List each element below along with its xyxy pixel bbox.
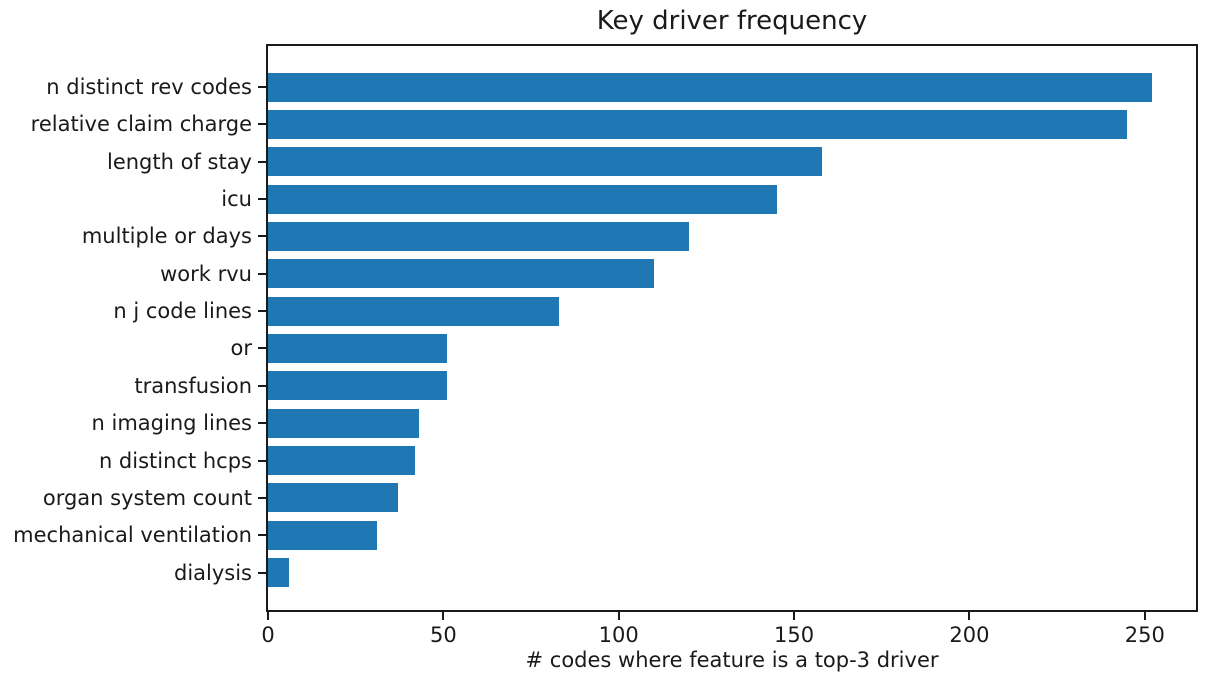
y-tick-label: work rvu [160,261,252,286]
y-tick-label: multiple or days [81,224,252,249]
y-tick-mark [258,384,266,387]
y-tick-label: length of stay [106,149,252,174]
x-tick-label: 200 [949,623,990,647]
x-axis-label: # codes where feature is a top-3 driver [525,648,939,672]
x-tick-mark [1143,612,1146,620]
y-tick-mark [258,235,266,238]
y-tick-label: transfusion [134,373,252,398]
bar [268,446,416,475]
y-tick-label: n imaging lines [91,411,252,436]
y-tick-label: organ system count [42,485,252,510]
y-tick-mark [258,86,266,88]
bar [268,333,447,363]
y-tick-mark [258,160,266,163]
y-tick-mark [258,459,266,462]
bar [268,184,777,214]
x-tick-label: 250 [1124,623,1165,647]
plot-area [266,44,1198,612]
y-tick-label: dialysis [173,560,252,585]
x-tick-label: 0 [261,623,275,647]
x-tick-mark [267,612,269,620]
y-tick-mark [258,534,266,537]
bar [268,520,377,550]
bar [268,259,654,289]
y-tick-label: n distinct rev codes [46,75,252,99]
x-tick-mark [442,612,445,620]
y-tick-label: or [230,336,252,361]
x-tick-mark [968,612,971,620]
y-tick-label: n distinct hcps [98,448,252,473]
bar [268,371,447,401]
y-tick-label: mechanical ventilation [13,523,252,548]
y-tick-label: n j code lines [113,299,252,324]
bar [268,221,689,251]
y-tick-mark [258,272,266,275]
y-tick-mark [258,347,266,350]
bar [268,558,290,588]
x-tick-mark [617,612,620,620]
y-tick-mark [258,123,266,126]
bar [268,408,419,438]
y-tick-mark [258,496,266,499]
bar [268,147,823,177]
y-tick-label: relative claim charge [30,112,252,137]
bar [268,72,1152,102]
y-tick-mark [258,198,266,201]
x-tick-label: 150 [774,623,815,647]
chart-title: Key driver frequency [596,6,868,36]
y-tick-mark [258,422,266,425]
x-tick-mark [793,612,796,620]
y-tick-label: icu [221,187,252,212]
bar [268,109,1128,139]
bar [268,483,398,513]
y-tick-mark [258,571,266,574]
bar [268,296,560,326]
x-tick-label: 100 [598,623,639,647]
x-tick-label: 50 [429,623,457,647]
y-tick-mark [258,310,266,313]
